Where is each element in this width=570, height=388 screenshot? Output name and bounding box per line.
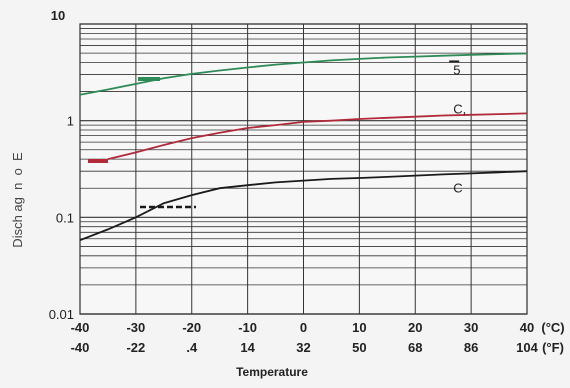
y-tick-label: 1 xyxy=(67,114,74,129)
x-tick-label-f: -22 xyxy=(126,340,145,355)
x-tick-label-c: 20 xyxy=(408,320,422,335)
x-unit-f: (°F) xyxy=(542,340,564,355)
legend-label-2: C, xyxy=(453,102,466,117)
x-tick-label-f: 68 xyxy=(408,340,422,355)
x-tick-label-c: 10 xyxy=(352,320,366,335)
x-tick-label-f: 104 xyxy=(516,340,538,355)
x-axis-label: Temperature xyxy=(236,365,308,379)
series-marker-2 xyxy=(88,159,108,163)
x-tick-label-c: 30 xyxy=(464,320,478,335)
grid xyxy=(79,23,528,315)
y-tick-label: 0.01 xyxy=(49,307,74,322)
series-line-2 xyxy=(107,112,528,160)
x-tick-label-f: .4 xyxy=(186,340,198,355)
x-tick-label-f: 32 xyxy=(296,340,310,355)
x-tick-label-c: -40 xyxy=(71,320,90,335)
x-tick-label-f: -40 xyxy=(71,340,90,355)
y-tick-label: 10 xyxy=(51,8,65,23)
series-marker-1 xyxy=(138,77,160,81)
x-tick-label-f: 86 xyxy=(464,340,478,355)
y-axis-label: Disch ag n o E xyxy=(10,152,25,248)
legend-label-1: 5 xyxy=(453,63,460,78)
labels-layer: Disch ag n o E Temperature xyxy=(10,152,308,379)
x-tick-label-f: 50 xyxy=(352,340,366,355)
x-tick-label-c: 0 xyxy=(300,320,307,335)
x-tick-label-f: 14 xyxy=(240,340,255,355)
series-markers: 5 C, C xyxy=(88,60,466,209)
x-unit-c: (°C) xyxy=(541,320,564,335)
x-tick-label-c: -10 xyxy=(238,320,257,335)
x-tick-label-c: -30 xyxy=(126,320,145,335)
y-tick-label: 0.1 xyxy=(56,210,74,225)
x-tick-label-c: 40 xyxy=(520,320,534,335)
x-tick-label-c: -20 xyxy=(182,320,201,335)
legend-label-3: C xyxy=(453,181,462,196)
